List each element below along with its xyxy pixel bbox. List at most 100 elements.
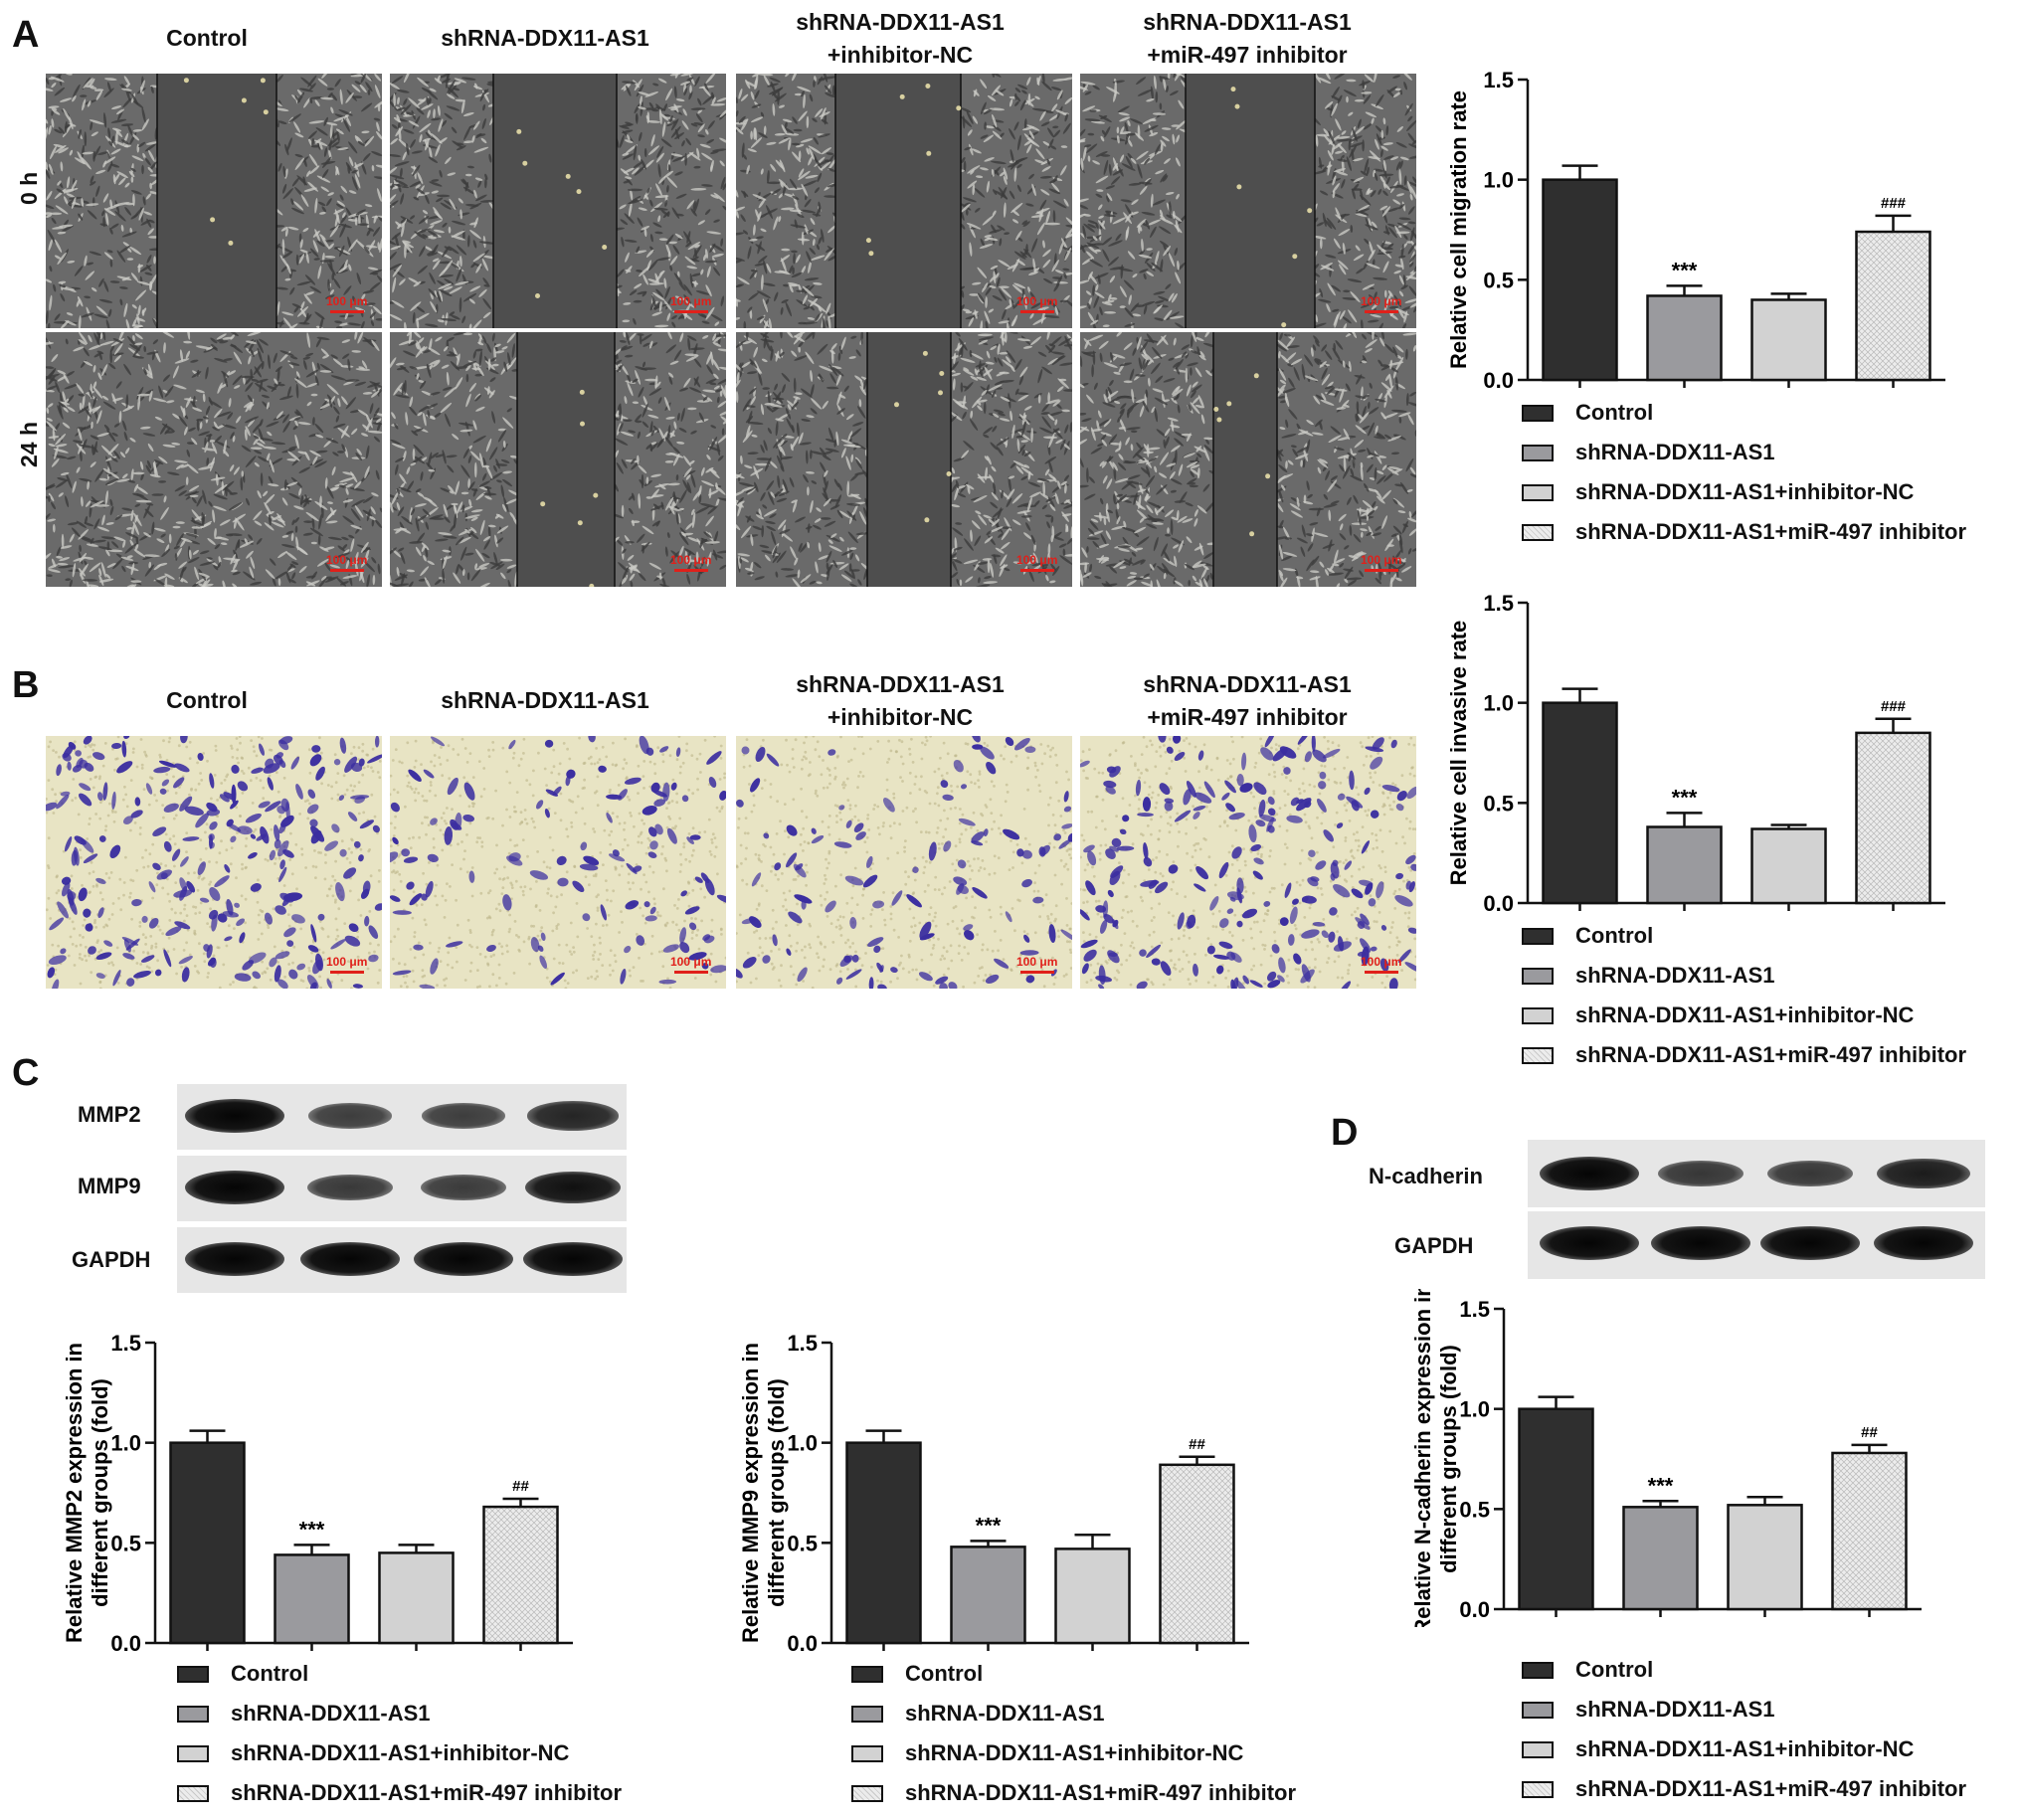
col-title-a-2: shRNA-DDX11-AS1 <box>441 25 649 51</box>
significance-label: ### <box>1881 195 1907 212</box>
legend-label: shRNA-DDX11-AS1+inhibitor-NC <box>905 1740 1244 1765</box>
y-tick-label: 0.0 <box>787 1631 818 1656</box>
blot-c-band-0-0 <box>185 1099 284 1133</box>
legend-swatch <box>1522 1661 1554 1679</box>
chart-ncadherin: 0.0 0.5 1.0 1.5 Relative N-cadherin expressi… <box>1408 1283 1965 1635</box>
blot-c-band-0-1 <box>307 1103 393 1129</box>
y-tick-label: 1.0 <box>1459 1397 1490 1422</box>
legend-item: shRNA-DDX11-AS1+inhibitor-NC <box>177 1740 569 1766</box>
y-tick-label: 0.5 <box>110 1531 141 1555</box>
legend-swatch <box>851 1744 883 1762</box>
bar-2 <box>1622 1506 1699 1611</box>
legend-swatch <box>177 1784 209 1802</box>
y-tick-label: 0.5 <box>1483 268 1514 292</box>
legend-swatch <box>177 1744 209 1762</box>
chart-mmp9: 0.0 0.5 1.0 1.5 Relative MMP9 expression in d… <box>736 1323 1293 1666</box>
y-axis-label-line2: different groups (fold) <box>764 1378 789 1607</box>
legend-swatch <box>1522 1006 1554 1024</box>
blot-c-band-2-0 <box>185 1242 284 1276</box>
col-title-b-4: shRNA-DDX11-AS1 +miR-497 inhibitor <box>1143 671 1352 730</box>
legend-migration: Control shRNA-DDX11-AS1 shRNA-DDX11-AS1+in… <box>1522 400 2009 559</box>
legend-item: Control <box>177 1661 308 1687</box>
wound-24h-2 <box>390 332 726 587</box>
invasion-2-scale-bar <box>674 971 708 974</box>
wound-24h-3-scale-bar <box>1020 569 1054 572</box>
y-axis-label-line2: different groups (fold) <box>88 1378 112 1607</box>
bar-2 <box>1646 294 1723 382</box>
row-label-24h: 24 h <box>16 421 42 467</box>
row-label-0h: 0 h <box>16 171 42 205</box>
blot-c-band-0-3 <box>527 1101 619 1131</box>
invasion-4-scale-label: 100 μm <box>1361 955 1402 969</box>
wound-24h-1-scale-label: 100 μm <box>326 553 368 567</box>
legend-item: Control <box>1522 400 1653 426</box>
legend-item: shRNA-DDX11-AS1+inhibitor-NC <box>1522 1002 1914 1028</box>
legend-swatch <box>1522 1740 1554 1758</box>
y-tick-label: 1.5 <box>1483 68 1514 92</box>
wound-24h-3 <box>736 332 1072 587</box>
wound-24h-1 <box>46 332 382 587</box>
bar-1 <box>169 1441 246 1645</box>
blot-d-band-1-2 <box>1760 1226 1860 1260</box>
legend-item: shRNA-DDX11-AS1+miR-497 inhibitor <box>1522 1776 1966 1802</box>
legend-item: Control <box>851 1661 983 1687</box>
y-tick-label: 0.0 <box>1483 368 1514 393</box>
blot-c-band-1-1 <box>307 1174 393 1200</box>
invasion-3-scale-bar <box>1020 971 1054 974</box>
wound-24h-3-scale-label: 100 μm <box>1016 553 1058 567</box>
invasion-1-scale-bar <box>330 971 364 974</box>
invasion-4-scale-bar <box>1365 971 1398 974</box>
y-tick-label: 0.5 <box>787 1531 818 1555</box>
chart-migration-svg: 0.0 0.5 1.0 1.5 Relative cell migration rate… <box>1446 68 1945 393</box>
bar-3 <box>1054 1547 1131 1645</box>
bar-1 <box>1542 701 1618 905</box>
invasion-3-scale-label: 100 μm <box>1016 955 1058 969</box>
y-tick-label: 0.0 <box>110 1631 141 1656</box>
legend-label: shRNA-DDX11-AS1+miR-497 inhibitor <box>905 1780 1297 1805</box>
y-tick-label: 1.5 <box>787 1331 818 1356</box>
y-axis-label: Relative cell invasive rate <box>1446 621 1471 886</box>
wound-0h-1-scale-label: 100 μm <box>326 294 368 308</box>
blot-c-band-1-0 <box>185 1171 284 1204</box>
significance-label: *** <box>976 1513 1002 1538</box>
legend-item: shRNA-DDX11-AS1+miR-497 inhibitor <box>177 1780 622 1806</box>
legend-label: shRNA-DDX11-AS1+miR-497 inhibitor <box>1575 1042 1967 1067</box>
col-title-a-4: shRNA-DDX11-AS1 +miR-497 inhibitor <box>1143 9 1352 68</box>
panel-letter-b: B <box>12 664 40 706</box>
legend-item: shRNA-DDX11-AS1 <box>177 1701 431 1727</box>
blot-label-gapdh-c: GAPDH <box>72 1247 151 1272</box>
bar-1 <box>845 1441 922 1645</box>
wound-24h-2-scale-bar <box>674 569 708 572</box>
bar-4 <box>1831 1451 1908 1611</box>
wound-0h-3-scale-label: 100 μm <box>1016 294 1058 308</box>
legend-item: shRNA-DDX11-AS1+miR-497 inhibitor <box>1522 519 1966 545</box>
legend-label: shRNA-DDX11-AS1+inhibitor-NC <box>1575 1736 1915 1761</box>
panel-letter-d: D <box>1331 1112 1359 1154</box>
bar-2 <box>950 1546 1026 1645</box>
wound-24h-2-scale-label: 100 μm <box>670 553 712 567</box>
legend-invasion: Control shRNA-DDX11-AS1 shRNA-DDX11-AS1+in… <box>1522 923 2009 1082</box>
y-tick-label: 0.0 <box>1483 891 1514 916</box>
bar-1 <box>1518 1407 1594 1611</box>
legend-label: shRNA-DDX11-AS1+inhibitor-NC <box>1575 1002 1915 1027</box>
legend-mmp9: Control shRNA-DDX11-AS1 shRNA-DDX11-AS1+in… <box>851 1661 1349 1820</box>
legend-label: shRNA-DDX11-AS1+inhibitor-NC <box>1575 479 1915 504</box>
blot-d-band-1-3 <box>1874 1226 1973 1260</box>
legend-label: shRNA-DDX11-AS1+inhibitor-NC <box>231 1740 570 1765</box>
wound-0h-2-scale-bar <box>674 310 708 313</box>
bar-4 <box>1855 731 1931 905</box>
legend-label: Control <box>231 1661 309 1686</box>
legend-swatch <box>1522 967 1554 985</box>
bar-4 <box>1855 230 1931 382</box>
blot-c-band-0-2 <box>421 1103 506 1129</box>
wound-24h-1-scale-bar <box>330 569 364 572</box>
legend-swatch <box>1522 927 1554 945</box>
legend-label: shRNA-DDX11-AS1+miR-497 inhibitor <box>231 1780 623 1805</box>
y-tick-label: 1.0 <box>787 1431 818 1456</box>
legend-swatch <box>851 1665 883 1683</box>
legend-swatch <box>1522 483 1554 501</box>
significance-label: *** <box>1672 258 1698 282</box>
legend-swatch <box>851 1784 883 1802</box>
blot-d-band-1-1 <box>1651 1226 1750 1260</box>
invasion-2-scale-label: 100 μm <box>670 955 712 969</box>
